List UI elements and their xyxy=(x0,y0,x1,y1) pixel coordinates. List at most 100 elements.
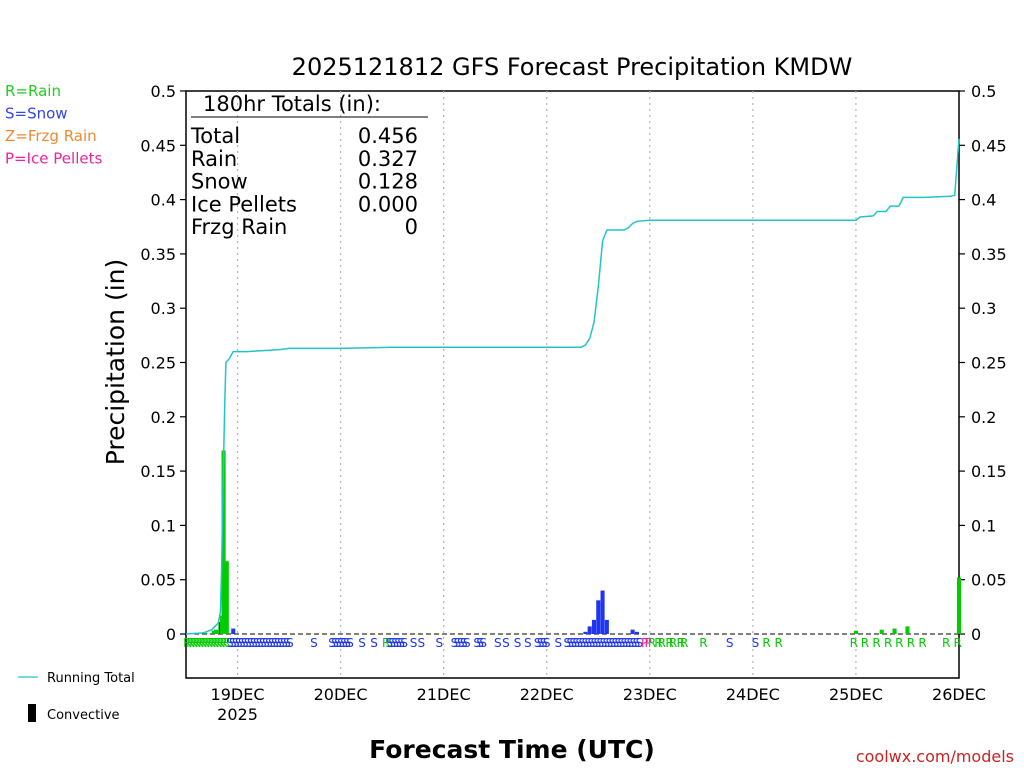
ptype-letter: R xyxy=(669,636,677,650)
ptype-letter: S xyxy=(271,636,279,650)
y-tick-label-right: 0.2 xyxy=(971,408,996,427)
ptype-letter: S xyxy=(588,636,596,650)
ptype-legend-item: R=Rain xyxy=(5,82,61,100)
ptype-letter: S xyxy=(618,636,626,650)
ptype-letter: S xyxy=(576,636,584,650)
ptype-letter: S xyxy=(624,636,632,650)
ptype-legend-item: Z=Frzg Rain xyxy=(5,127,97,145)
x-axis-title: Forecast Time (UTC) xyxy=(369,735,655,764)
ptype-letter: S xyxy=(555,636,563,650)
x-tick-label: 24DEC xyxy=(726,685,780,704)
ptype-letter: S xyxy=(570,636,578,650)
totals-row-label: Snow xyxy=(191,170,248,194)
ptype-letter: S xyxy=(564,636,572,650)
totals-row-value: 0.327 xyxy=(358,147,418,171)
y-tick-label-left: 0.15 xyxy=(140,462,176,481)
ptype-letter: R xyxy=(210,636,218,650)
ptype-letter: S xyxy=(410,636,418,650)
precip-bar-rain xyxy=(892,628,897,634)
ptype-letter: S xyxy=(621,636,629,650)
y-tick-label-right: 0.45 xyxy=(971,136,1007,155)
y-tick-label-left: 0.1 xyxy=(151,516,176,535)
ptype-letter: S xyxy=(603,636,611,650)
ptype-letter: S xyxy=(594,636,602,650)
x-tick-label: 25DEC xyxy=(829,685,883,704)
ptype-letter: S xyxy=(534,636,542,650)
ptype-letter: S xyxy=(582,636,590,650)
ptype-letter: S xyxy=(388,636,396,650)
y-axis-right: 0 0.05 0.1 0.15 0.2 0.25 0.3 0.35 0.4 0.45 0.5 xyxy=(959,82,1007,644)
y-tick-label-left: 0.35 xyxy=(140,245,176,264)
chart-title: 2025121812 GFS Forecast Precipitation KM… xyxy=(292,53,853,81)
convective-legend-swatch xyxy=(28,704,36,722)
ptype-letter: R xyxy=(699,636,707,650)
totals-row-value: 0 xyxy=(405,215,418,239)
ptype-letter: S xyxy=(358,636,366,650)
ptype-letter: S xyxy=(476,636,484,650)
plot-frame xyxy=(185,90,960,679)
ptype-letter: S xyxy=(494,636,502,650)
ptype-letter: S xyxy=(370,636,378,650)
ptype-letter: S xyxy=(268,636,276,650)
ptype-letter: S xyxy=(400,636,408,650)
ptype-letter: R xyxy=(216,636,224,650)
precip-bar-rain xyxy=(216,630,221,634)
totals-row-value: 0.456 xyxy=(358,124,418,148)
y-tick-label-left: 0.2 xyxy=(151,408,176,427)
ptype-letter: S xyxy=(337,636,345,650)
ptype-letter: S xyxy=(244,636,252,650)
ptype-letter: P xyxy=(641,636,648,650)
y-axis-title: Precipitation (in) xyxy=(101,259,130,466)
ptype-letter: S xyxy=(454,636,462,650)
precip-bars xyxy=(203,450,962,634)
ptype-letter: S xyxy=(235,636,243,650)
ptype-letter: S xyxy=(253,636,261,650)
ptype-letter: S xyxy=(334,636,342,650)
x-tick-label: 26DEC xyxy=(932,685,986,704)
ptype-letter: R xyxy=(654,636,662,650)
ptype-letter: S xyxy=(752,636,760,650)
ptype-letter: S xyxy=(537,636,545,650)
ptype-letter: S xyxy=(310,636,318,650)
ptype-letter: S xyxy=(606,636,614,650)
ptype-letter: S xyxy=(232,636,240,650)
ptype-letter: R xyxy=(189,636,197,650)
ptype-letter: R xyxy=(677,636,685,650)
ptype-letter: R xyxy=(186,636,194,650)
ptype-letter: R xyxy=(207,636,215,650)
ptype-legend-item: P=Ice Pellets xyxy=(5,150,102,168)
totals-row-value: 0.000 xyxy=(358,192,418,216)
x-tick-label: 21DEC xyxy=(417,685,471,704)
totals-row-value: 0.128 xyxy=(358,170,418,194)
precip-bar-rain xyxy=(905,626,910,634)
ptype-letter: S xyxy=(331,636,339,650)
ptype-letter: S xyxy=(436,636,444,650)
ptype-letter: S xyxy=(283,636,291,650)
y-tick-label-right: 0.5 xyxy=(971,82,996,101)
ptype-letter: S xyxy=(250,636,258,650)
x-tick-label: 20DEC xyxy=(314,685,368,704)
ptype-letter: S xyxy=(609,636,617,650)
ptype-letter: S xyxy=(241,636,249,650)
ptype-letter: P xyxy=(644,636,651,650)
x-tick-label: 23DEC xyxy=(623,685,677,704)
credit-text: coolwx.com/models xyxy=(856,747,1014,766)
ptype-letter: R xyxy=(872,636,880,650)
ptype-letter: R xyxy=(198,636,206,650)
y-tick-label-right: 0.35 xyxy=(971,245,1007,264)
ptype-letter: S xyxy=(286,636,294,650)
ptype-letter: S xyxy=(277,636,285,650)
ptype-letter: R xyxy=(680,636,688,650)
ptype-letter: S xyxy=(502,636,510,650)
ptype-letter: S xyxy=(265,636,273,650)
ptype-letter: R xyxy=(665,636,673,650)
ptype-letter: R xyxy=(762,636,770,650)
y-tick-label-right: 0.4 xyxy=(971,191,996,210)
grid-lines xyxy=(236,91,857,678)
ptype-letter: S xyxy=(340,636,348,650)
ptype-letter: R xyxy=(201,636,209,650)
ptype-letter: S xyxy=(451,636,459,650)
ptype-letter: S xyxy=(600,636,608,650)
